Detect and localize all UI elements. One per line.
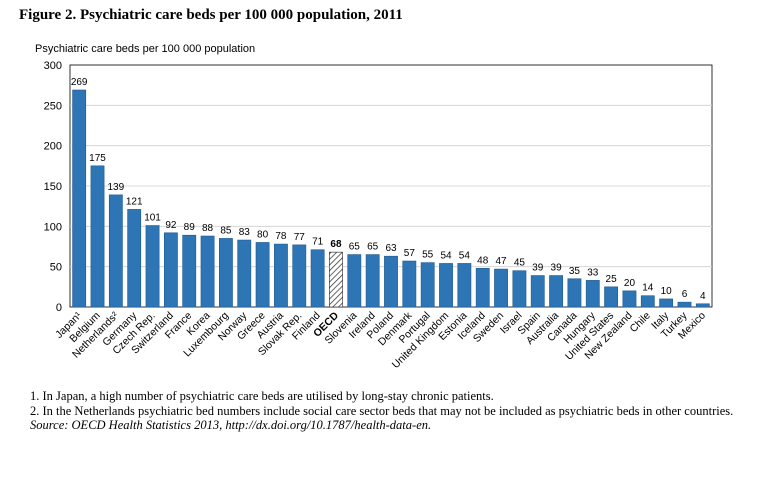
bar-25 (530, 275, 545, 308)
y-tick-label: 200 (44, 141, 62, 153)
value-label: 139 (108, 182, 125, 193)
value-label: 55 (422, 250, 434, 261)
value-label: 33 (587, 267, 599, 278)
y-axis-unit-label: Psychiatric care beds per 100 000 popula… (35, 43, 256, 55)
value-label: 89 (184, 222, 196, 233)
bar-29 (604, 286, 619, 308)
source-note: Source: OECD Health Statistics 2013, htt… (30, 418, 432, 432)
bar-chart: 050100150200250300269Japan¹175Belgium139… (44, 60, 713, 371)
bar-8 (219, 238, 233, 308)
figure-notes: 1. In Japan, a high number of psychiatri… (30, 389, 750, 433)
value-label: 57 (404, 248, 416, 259)
value-label: 47 (495, 256, 507, 267)
value-label: 54 (459, 250, 471, 261)
y-tick-label: 150 (44, 181, 62, 193)
value-label: 45 (514, 258, 526, 269)
bar-23 (494, 268, 508, 308)
value-label: 14 (642, 283, 654, 294)
y-tick-label: 300 (44, 60, 62, 72)
figure-title: Figure 2. Psychiatric care beds per 100 … (19, 7, 403, 23)
bar-30 (622, 290, 637, 308)
bar-0 (72, 89, 87, 308)
value-label: 83 (239, 227, 251, 238)
note-japan: 1. In Japan, a high number of psychiatri… (30, 389, 494, 403)
bar-16 (365, 254, 380, 308)
value-label: 35 (569, 266, 581, 277)
note-netherlands: 2. In the Netherlands psychiatric bed nu… (30, 403, 734, 418)
bar-3 (127, 209, 142, 308)
y-tick-label: 50 (50, 262, 62, 274)
bar-14 (329, 251, 343, 308)
value-label: 39 (551, 263, 563, 274)
value-label: 65 (349, 242, 361, 253)
value-label: 20 (624, 278, 636, 289)
bar-9 (237, 239, 252, 308)
value-label: 25 (606, 274, 618, 285)
y-tick-label: 0 (56, 302, 62, 314)
value-label: 88 (202, 223, 214, 234)
value-label: 101 (144, 213, 161, 224)
bar-11 (274, 243, 288, 308)
bar-21 (457, 263, 472, 308)
value-label: 80 (257, 229, 269, 240)
bar-13 (310, 249, 325, 308)
bar-1 (90, 165, 105, 308)
value-label: 54 (440, 250, 452, 261)
bar-6 (182, 234, 197, 308)
bar-7 (200, 235, 215, 308)
value-label: 10 (661, 286, 673, 297)
y-tick-label: 100 (44, 221, 62, 233)
bar-15 (347, 254, 362, 308)
value-label: 92 (165, 220, 177, 231)
bar-28 (585, 280, 600, 308)
value-label: 39 (532, 263, 544, 274)
value-label: 65 (367, 242, 379, 253)
bar-34 (695, 303, 710, 308)
bar-26 (549, 275, 563, 308)
bar-10 (255, 242, 270, 308)
value-label: 121 (126, 196, 143, 207)
value-label: 48 (477, 255, 489, 266)
bar-24 (512, 270, 527, 308)
bar-18 (402, 260, 417, 308)
bar-17 (384, 255, 398, 308)
value-label: 78 (275, 231, 287, 242)
bar-4 (145, 225, 160, 308)
bar-33 (677, 301, 692, 308)
bar-19 (420, 262, 435, 308)
y-tick-label: 250 (44, 100, 62, 112)
value-label: 85 (220, 225, 232, 236)
value-label: 269 (71, 77, 88, 88)
bar-2 (108, 194, 123, 308)
value-label: 6 (682, 289, 688, 300)
value-label: 63 (385, 243, 397, 254)
bar-32 (659, 298, 674, 308)
value-label: 175 (89, 153, 106, 164)
bar-22 (475, 267, 490, 308)
value-label: 77 (294, 232, 306, 243)
value-label: 71 (312, 237, 324, 248)
value-label: 68 (330, 239, 342, 250)
value-label: 4 (700, 291, 706, 302)
bar-20 (439, 263, 453, 308)
bar-12 (292, 244, 307, 308)
bar-27 (567, 278, 582, 308)
bar-5 (163, 232, 178, 308)
bar-31 (640, 295, 655, 308)
